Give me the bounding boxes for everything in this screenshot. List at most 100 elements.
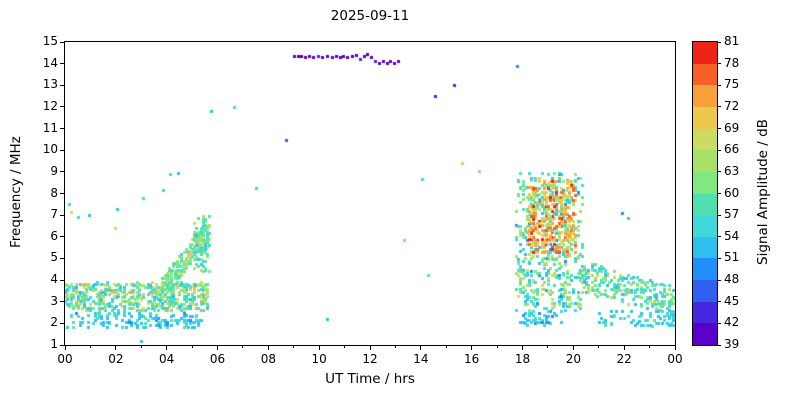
x-tick-label: 18 [514, 352, 531, 366]
x-tick-label: 04 [159, 352, 175, 366]
colorbar-tick-mark [717, 63, 721, 65]
y-axis-label: Frequency / MHz [8, 136, 24, 249]
x-tick-label: 00 [667, 352, 683, 366]
chart-title: 2025-09-11 [330, 8, 410, 24]
colorbar-tick-mark [717, 128, 721, 130]
y-tick-label: 2 [50, 315, 58, 330]
colorbar-segment [693, 171, 717, 194]
y-tick-mark [60, 149, 65, 151]
y-tick-label: 10 [42, 142, 58, 157]
colorbar-tick-mark [717, 41, 721, 43]
colorbar-segment [693, 150, 717, 172]
colorbar-segment [693, 280, 717, 302]
colorbar-segment [693, 128, 717, 151]
x-tick-mark [471, 345, 473, 350]
colorbar-tick-mark [717, 171, 721, 173]
colorbar-tick-mark [717, 257, 721, 259]
y-tick-label: 12 [42, 98, 58, 113]
y-tick-mark [60, 128, 65, 130]
y-tick-label: 9 [50, 163, 58, 178]
x-tick-mark [267, 345, 269, 350]
y-tick-mark [60, 236, 65, 238]
colorbar-segment [693, 63, 717, 86]
colorbar-tick-mark [717, 214, 721, 216]
x-minor-tick-mark [649, 345, 651, 348]
colorbar-tick-mark [717, 344, 721, 346]
scatter-canvas [65, 42, 675, 345]
colorbar-tick-label: 45 [724, 293, 740, 308]
y-tick-label: 5 [50, 250, 58, 265]
colorbar-segment [693, 236, 717, 259]
x-minor-tick-mark [496, 345, 498, 348]
colorbar-tick-mark [717, 322, 721, 324]
colorbar-segment [693, 323, 717, 345]
x-tick-mark [420, 345, 422, 350]
x-tick-label: 02 [108, 352, 124, 366]
x-tick-label: 06 [209, 352, 226, 366]
x-tick-label: 08 [260, 352, 276, 366]
y-tick-mark [60, 41, 65, 43]
colorbar-label: Signal Amplitude / dB [755, 119, 771, 266]
y-tick-label: 15 [42, 34, 58, 48]
y-tick-mark [60, 106, 65, 108]
y-tick-mark [60, 257, 65, 259]
y-tick-mark [60, 344, 65, 346]
x-tick-mark [522, 345, 523, 350]
colorbar-tick-mark [717, 149, 721, 151]
colorbar-tick-mark [717, 279, 721, 281]
x-tick-label: 10 [311, 352, 327, 366]
y-tick-mark [60, 322, 65, 324]
x-minor-tick-mark [344, 345, 346, 348]
y-tick-mark [60, 279, 65, 281]
colorbar-tick-label: 51 [724, 250, 740, 265]
x-minor-tick-mark [293, 345, 295, 348]
x-tick-label: 00 [57, 352, 73, 366]
x-minor-tick-mark [191, 345, 193, 348]
colorbar-segment [693, 215, 717, 237]
x-tick-mark [623, 345, 625, 350]
y-tick-label: 6 [50, 228, 58, 243]
x-tick-mark [674, 345, 676, 350]
colorbar-tick-mark [717, 236, 721, 238]
colorbar-tick-label: 78 [724, 55, 740, 70]
x-tick-label: 20 [565, 352, 581, 366]
colorbar-segment [693, 85, 717, 107]
colorbar-tick-label: 48 [724, 272, 740, 287]
y-tick-label: 1 [50, 337, 58, 351]
colorbar-tick-label: 69 [724, 120, 740, 135]
colorbar-tick-label: 42 [724, 315, 740, 330]
y-tick-label: 4 [50, 272, 58, 287]
x-tick-mark [572, 345, 574, 350]
y-tick-mark [60, 84, 65, 86]
x-tick-mark [64, 345, 66, 350]
colorbar-segment [693, 106, 717, 129]
y-tick-mark [60, 214, 65, 216]
y-tick-mark [60, 63, 65, 65]
colorbar-tick-mark [717, 106, 721, 108]
colorbar-tick-label: 39 [724, 337, 740, 351]
colorbar-segment [693, 258, 717, 281]
colorbar-tick-label: 57 [724, 207, 740, 222]
x-minor-tick-mark [394, 345, 396, 348]
colorbar-segment [693, 193, 717, 216]
plot-area: 00 02 04 06 08 10 12 14 16 18 20 22 00 1 2 3 4 5 6 7 8 9 10 11 1… [43, 34, 683, 366]
x-minor-tick-mark [89, 345, 91, 348]
x-tick-label: 12 [362, 352, 378, 366]
colorbar-tick-mark [717, 84, 721, 86]
y-tick-label: 3 [50, 293, 58, 308]
y-tick-label: 13 [42, 77, 58, 92]
y-tick-label: 8 [50, 185, 58, 200]
x-minor-tick-mark [242, 345, 244, 348]
x-minor-tick-mark [598, 345, 600, 348]
colorbar-tick-label: 63 [724, 163, 740, 178]
x-tick-mark [369, 345, 371, 350]
x-tick-label: 22 [616, 352, 632, 366]
x-minor-tick-mark [140, 345, 142, 348]
y-tick-mark [60, 171, 65, 173]
x-tick-label: 16 [464, 352, 480, 366]
colorbar-tick-label: 66 [724, 142, 740, 157]
colorbar-tick-mark [717, 193, 721, 194]
y-tick-mark [60, 193, 65, 194]
y-tick-label: 11 [42, 120, 58, 135]
